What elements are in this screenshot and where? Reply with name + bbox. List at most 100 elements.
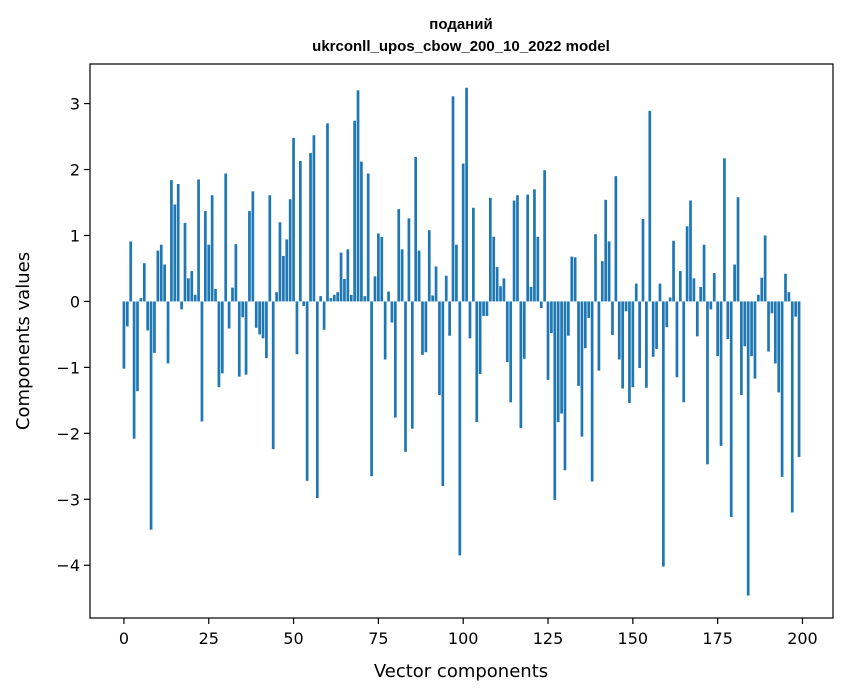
bar — [349, 294, 353, 302]
bar — [658, 283, 662, 302]
bar — [224, 173, 228, 302]
bar — [512, 200, 516, 302]
x-tick-label: 75 — [368, 629, 388, 648]
bar — [197, 179, 200, 302]
bar — [539, 301, 543, 309]
x-tick-label: 125 — [533, 629, 564, 648]
bar — [695, 301, 699, 337]
bar — [546, 301, 550, 380]
bar — [251, 191, 255, 302]
bar — [770, 301, 774, 314]
y-tick-label: 1 — [70, 226, 80, 245]
bar — [190, 271, 194, 302]
bar — [295, 301, 299, 355]
bar — [400, 249, 404, 302]
bar — [258, 301, 261, 335]
bar — [200, 301, 204, 422]
bar — [210, 195, 214, 302]
bar — [509, 301, 513, 403]
bar — [207, 244, 211, 302]
bar — [787, 292, 791, 302]
bar — [271, 301, 275, 450]
bar — [757, 294, 760, 302]
bar — [733, 264, 736, 302]
bar — [607, 241, 611, 302]
bar — [237, 301, 241, 377]
bar — [159, 244, 163, 302]
bar — [478, 301, 482, 374]
bar — [220, 301, 224, 374]
bar — [719, 301, 723, 446]
bar — [665, 301, 669, 328]
bar — [203, 211, 207, 302]
bar — [600, 261, 604, 302]
bar — [614, 176, 618, 302]
bar — [641, 218, 645, 302]
bar — [536, 236, 540, 302]
bar — [672, 240, 675, 302]
bar — [444, 275, 448, 302]
bar — [451, 96, 455, 302]
bar — [407, 218, 411, 302]
x-tick-label: 100 — [448, 629, 479, 648]
bar — [729, 301, 733, 518]
bar — [373, 276, 377, 302]
y-tick-label: 3 — [70, 95, 80, 114]
bar — [723, 158, 726, 302]
bar — [726, 301, 730, 340]
bar — [180, 301, 183, 310]
bar — [244, 301, 248, 375]
bar — [597, 301, 601, 371]
bar — [634, 283, 638, 302]
bar — [570, 256, 574, 302]
x-tick-label: 175 — [702, 629, 733, 648]
bar — [366, 173, 370, 302]
bar — [149, 301, 153, 530]
bar — [638, 301, 641, 369]
bar — [743, 301, 747, 347]
bar — [417, 250, 421, 302]
bar — [329, 298, 333, 302]
bar — [580, 301, 584, 437]
bar — [176, 184, 180, 302]
bar — [475, 301, 479, 423]
bar — [414, 156, 418, 302]
bar — [163, 264, 166, 302]
bar — [482, 301, 485, 316]
bar — [648, 110, 652, 302]
bar — [363, 296, 367, 302]
bar — [390, 301, 394, 323]
x-tick-label: 25 — [199, 629, 219, 648]
bar — [343, 279, 346, 302]
bar — [662, 301, 665, 567]
bar — [692, 278, 696, 302]
bar — [465, 87, 468, 302]
bar — [499, 286, 502, 302]
bar — [360, 161, 363, 302]
bar — [773, 301, 777, 364]
bar — [319, 296, 323, 302]
bar — [682, 301, 686, 403]
bar — [410, 301, 414, 429]
bar — [248, 211, 251, 302]
y-tick-label: −3 — [56, 490, 80, 509]
bar — [516, 195, 519, 302]
bar — [397, 209, 401, 302]
bar — [326, 123, 329, 302]
bar — [353, 120, 356, 302]
bar — [312, 135, 316, 302]
bar — [543, 170, 546, 302]
bar — [431, 295, 435, 302]
y-tick-label: −4 — [56, 556, 80, 575]
bar — [455, 244, 458, 302]
bar — [421, 301, 424, 355]
bar — [611, 301, 614, 336]
bar — [689, 200, 692, 302]
bar — [777, 301, 781, 393]
bar — [122, 301, 126, 369]
bar — [594, 234, 597, 302]
plot-frame — [89, 63, 834, 619]
bar — [387, 291, 390, 302]
chart-title-line1: поданий — [429, 16, 492, 33]
bar — [132, 301, 136, 439]
